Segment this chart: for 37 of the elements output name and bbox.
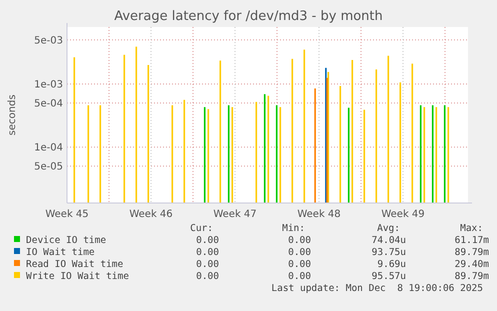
text: 9.69u [377, 259, 406, 270]
x-tick-label: Week 49 [381, 209, 425, 220]
text: Cur: [190, 223, 213, 234]
text: 89.79m [454, 271, 490, 282]
text: 0.00 [288, 271, 312, 282]
y-tick-label: 5e-05 [34, 162, 63, 173]
x-tick-label: Week 45 [45, 209, 89, 220]
text: 0.00 [196, 247, 220, 258]
text: Min: [282, 223, 305, 234]
y-tick-label: 5e-03 [34, 35, 63, 46]
y-tick-label: 1e-04 [34, 142, 63, 154]
text: 0.00 [196, 259, 220, 270]
text: Last update: Mon Dec 8 19:00:06 2025 [271, 283, 483, 294]
legend-label: Read IO Wait time [26, 259, 124, 270]
text: Avg: [377, 223, 400, 234]
legend-label: IO Wait time [26, 247, 95, 258]
y-axis-title: seconds [7, 94, 18, 136]
text: 0.00 [196, 271, 220, 282]
text: 95.57u [372, 271, 406, 282]
text: 29.40m [454, 259, 490, 270]
text: 0.00 [196, 235, 220, 246]
legend-label: Write IO Wait time [26, 271, 130, 282]
x-tick-label: Week 47 [213, 209, 257, 220]
text: 0.00 [288, 235, 312, 246]
text: 61.17m [454, 235, 490, 246]
text: 93.75u [372, 247, 406, 258]
x-tick-label: Week 46 [129, 209, 173, 220]
text: 89.79m [454, 247, 490, 258]
legend-label: Device IO time [26, 235, 106, 246]
y-tick-label: 1e-03 [34, 79, 63, 90]
text: Max: [460, 223, 483, 234]
x-tick-label: Week 48 [297, 209, 341, 220]
text: 0.00 [288, 247, 312, 258]
chart-title: Average latency for /dev/md3 - by month [114, 9, 383, 24]
text: 74.04u [372, 235, 406, 246]
y-tick-label: 5e-04 [34, 98, 63, 110]
text: 0.00 [288, 259, 312, 270]
